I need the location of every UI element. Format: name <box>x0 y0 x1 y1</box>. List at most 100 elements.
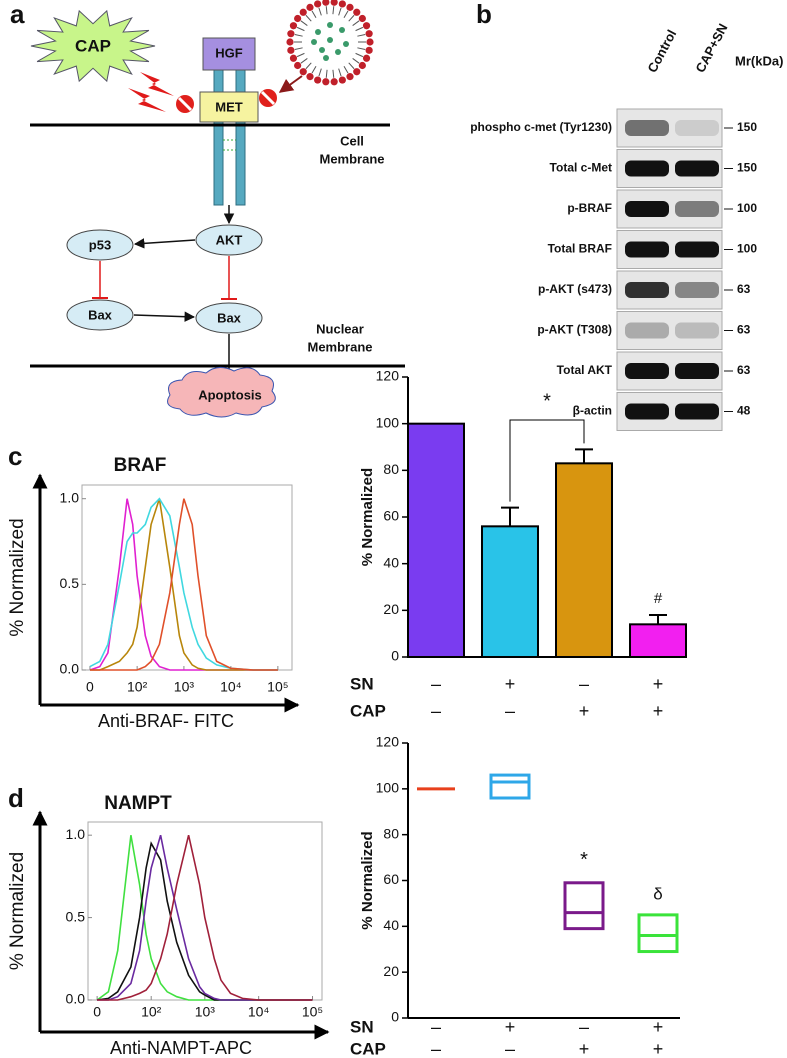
block-sign <box>259 89 277 107</box>
y-tick-label: 60 <box>383 508 399 524</box>
payload <box>335 49 341 55</box>
condition-name: CAP <box>350 701 386 720</box>
row-label: Total AKT <box>557 363 613 377</box>
x-tick-label: 10⁵ <box>267 679 288 695</box>
y-axis-label: % Normalized <box>359 831 376 929</box>
lipid-tail <box>305 14 312 22</box>
payload <box>319 47 325 53</box>
y-tick-label: 120 <box>376 734 400 750</box>
band <box>675 363 719 379</box>
met-label: MET <box>215 99 243 114</box>
y-axis-label: % Normalized <box>7 852 28 970</box>
burst <box>30 9 156 83</box>
band <box>625 322 669 339</box>
y-tick-label: 0 <box>391 648 399 664</box>
payload <box>327 22 333 28</box>
lipid-tail <box>338 7 342 16</box>
y-tick-label: 0.5 <box>60 575 80 591</box>
condition-sign: – <box>579 674 589 694</box>
x-tick-label: 10³ <box>174 679 195 695</box>
mw-label: 63 <box>737 282 751 296</box>
condition-sign: – <box>505 1039 515 1058</box>
lipid-tail <box>311 65 317 74</box>
x-tick-label: 10⁵ <box>302 1004 323 1020</box>
membrane-label: Membrane <box>319 151 384 166</box>
condition-sign: + <box>653 701 664 721</box>
plot-frame <box>81 484 293 671</box>
y-tick-label: 40 <box>383 917 399 933</box>
lipid-head <box>338 0 346 8</box>
lipid-head <box>338 76 346 84</box>
lipid-tail <box>300 58 308 64</box>
mw-label: 100 <box>737 242 757 256</box>
lipid-head <box>322 78 330 86</box>
x-tick-label: 10⁴ <box>220 679 242 695</box>
arrow <box>133 311 196 322</box>
mw-label: 150 <box>737 161 757 175</box>
lipid-head <box>365 46 373 54</box>
lane-header: CAP+SN <box>692 21 730 75</box>
chart-title: BRAF <box>114 455 167 476</box>
y-tick-label: 0 <box>391 1009 399 1025</box>
node-label: Bax <box>217 310 242 325</box>
band <box>625 403 669 420</box>
lipid-tail <box>318 7 322 16</box>
lipid-tail <box>357 47 366 50</box>
lipid-head <box>289 54 298 62</box>
row-label: p-AKT (T308) <box>537 323 612 337</box>
lipid-tail <box>352 20 360 26</box>
row-label: Total c-Met <box>550 161 612 175</box>
lane-header: Control <box>644 27 679 75</box>
y-tick-label: 0.5 <box>66 908 86 924</box>
lipid-head <box>299 68 307 76</box>
condition-sign: + <box>653 674 664 694</box>
condition-sign: – <box>431 1039 441 1058</box>
condition-sign: – <box>431 674 441 694</box>
error-bar <box>575 448 593 464</box>
annotation: * <box>580 849 588 871</box>
error-bar <box>501 506 519 527</box>
payload <box>343 41 349 47</box>
blot-strip <box>616 311 723 350</box>
condition-sign: + <box>653 1039 664 1058</box>
box <box>489 773 531 800</box>
histogram-curve <box>96 841 313 1001</box>
band <box>625 282 669 298</box>
histogram-curve <box>90 498 278 671</box>
cap-label: CAP <box>75 36 111 55</box>
annotation: # <box>654 590 663 607</box>
apoptosis-cloud <box>167 367 276 418</box>
node-label: p53 <box>89 237 111 252</box>
lipid-tail <box>296 52 305 58</box>
condition-sign: + <box>505 1017 516 1037</box>
lipid-tail <box>348 62 355 70</box>
met-box <box>199 91 259 123</box>
lipid-head <box>306 73 314 81</box>
band <box>625 120 669 136</box>
lipid-tail <box>355 26 364 32</box>
lipid-head <box>346 73 354 81</box>
condition-name: SN <box>350 1017 374 1036</box>
histogram-curve <box>89 497 278 671</box>
node-label: AKT <box>216 232 243 247</box>
y-tick-label: 0.0 <box>66 991 86 1007</box>
bolt <box>128 88 166 112</box>
condition-sign: – <box>431 1017 441 1037</box>
row-label: Total BRAF <box>548 242 612 256</box>
band <box>675 160 719 177</box>
annotation: δ <box>653 884 662 903</box>
lipid-tail <box>348 14 355 22</box>
lipid-head <box>289 22 298 30</box>
lipid-tail <box>325 69 328 78</box>
x-axis-label: Anti-BRAF- FITC <box>98 711 234 731</box>
membrane-label: Cell <box>340 133 364 148</box>
lipid-head <box>330 78 338 86</box>
x-tick-label: 10² <box>127 679 148 695</box>
lipid-head <box>358 14 366 23</box>
arrow <box>278 75 303 93</box>
lipid-head <box>330 0 338 6</box>
block-sign <box>176 95 194 113</box>
lipid-head <box>366 38 374 46</box>
lipid-tail <box>343 10 349 19</box>
